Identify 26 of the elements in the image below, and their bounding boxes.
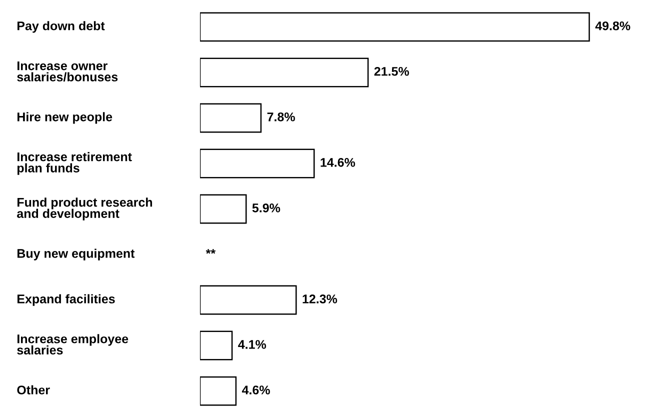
data-label: 21.5%	[374, 66, 410, 76]
bar	[200, 376, 237, 406]
y-tick-label: Increase retirement plan funds	[17, 152, 132, 175]
bar	[200, 194, 247, 224]
bar	[200, 148, 315, 178]
y-tick-label: Expand facilities	[18, 294, 115, 306]
y-tick-label: Other	[17, 385, 50, 394]
bar	[200, 12, 590, 42]
data-label: 49.8%	[595, 21, 630, 30]
y-tick-label: Increase employee salaries	[17, 334, 128, 354]
y-tick-label: Hire new people	[18, 112, 112, 124]
y-tick-label: Increase owner salaries/bonuses	[17, 61, 118, 82]
bar	[200, 285, 297, 315]
text: **	[206, 249, 216, 254]
data-label: 14.6%	[320, 158, 356, 167]
y-tick-label: Pay down debt	[18, 21, 105, 33]
data-label: 4.1%	[238, 340, 266, 349]
y-tick-label: Buy new equipment	[18, 248, 135, 260]
data-label: 12.3%	[302, 294, 338, 304]
bar	[200, 330, 233, 360]
bar	[200, 58, 369, 88]
y-tick-label: Fund product research and development	[17, 198, 152, 220]
data-label: 5.9%	[252, 204, 280, 212]
data-label: 4.6%	[242, 386, 270, 394]
bar	[200, 103, 262, 133]
data-label: 7.8%	[267, 112, 295, 122]
